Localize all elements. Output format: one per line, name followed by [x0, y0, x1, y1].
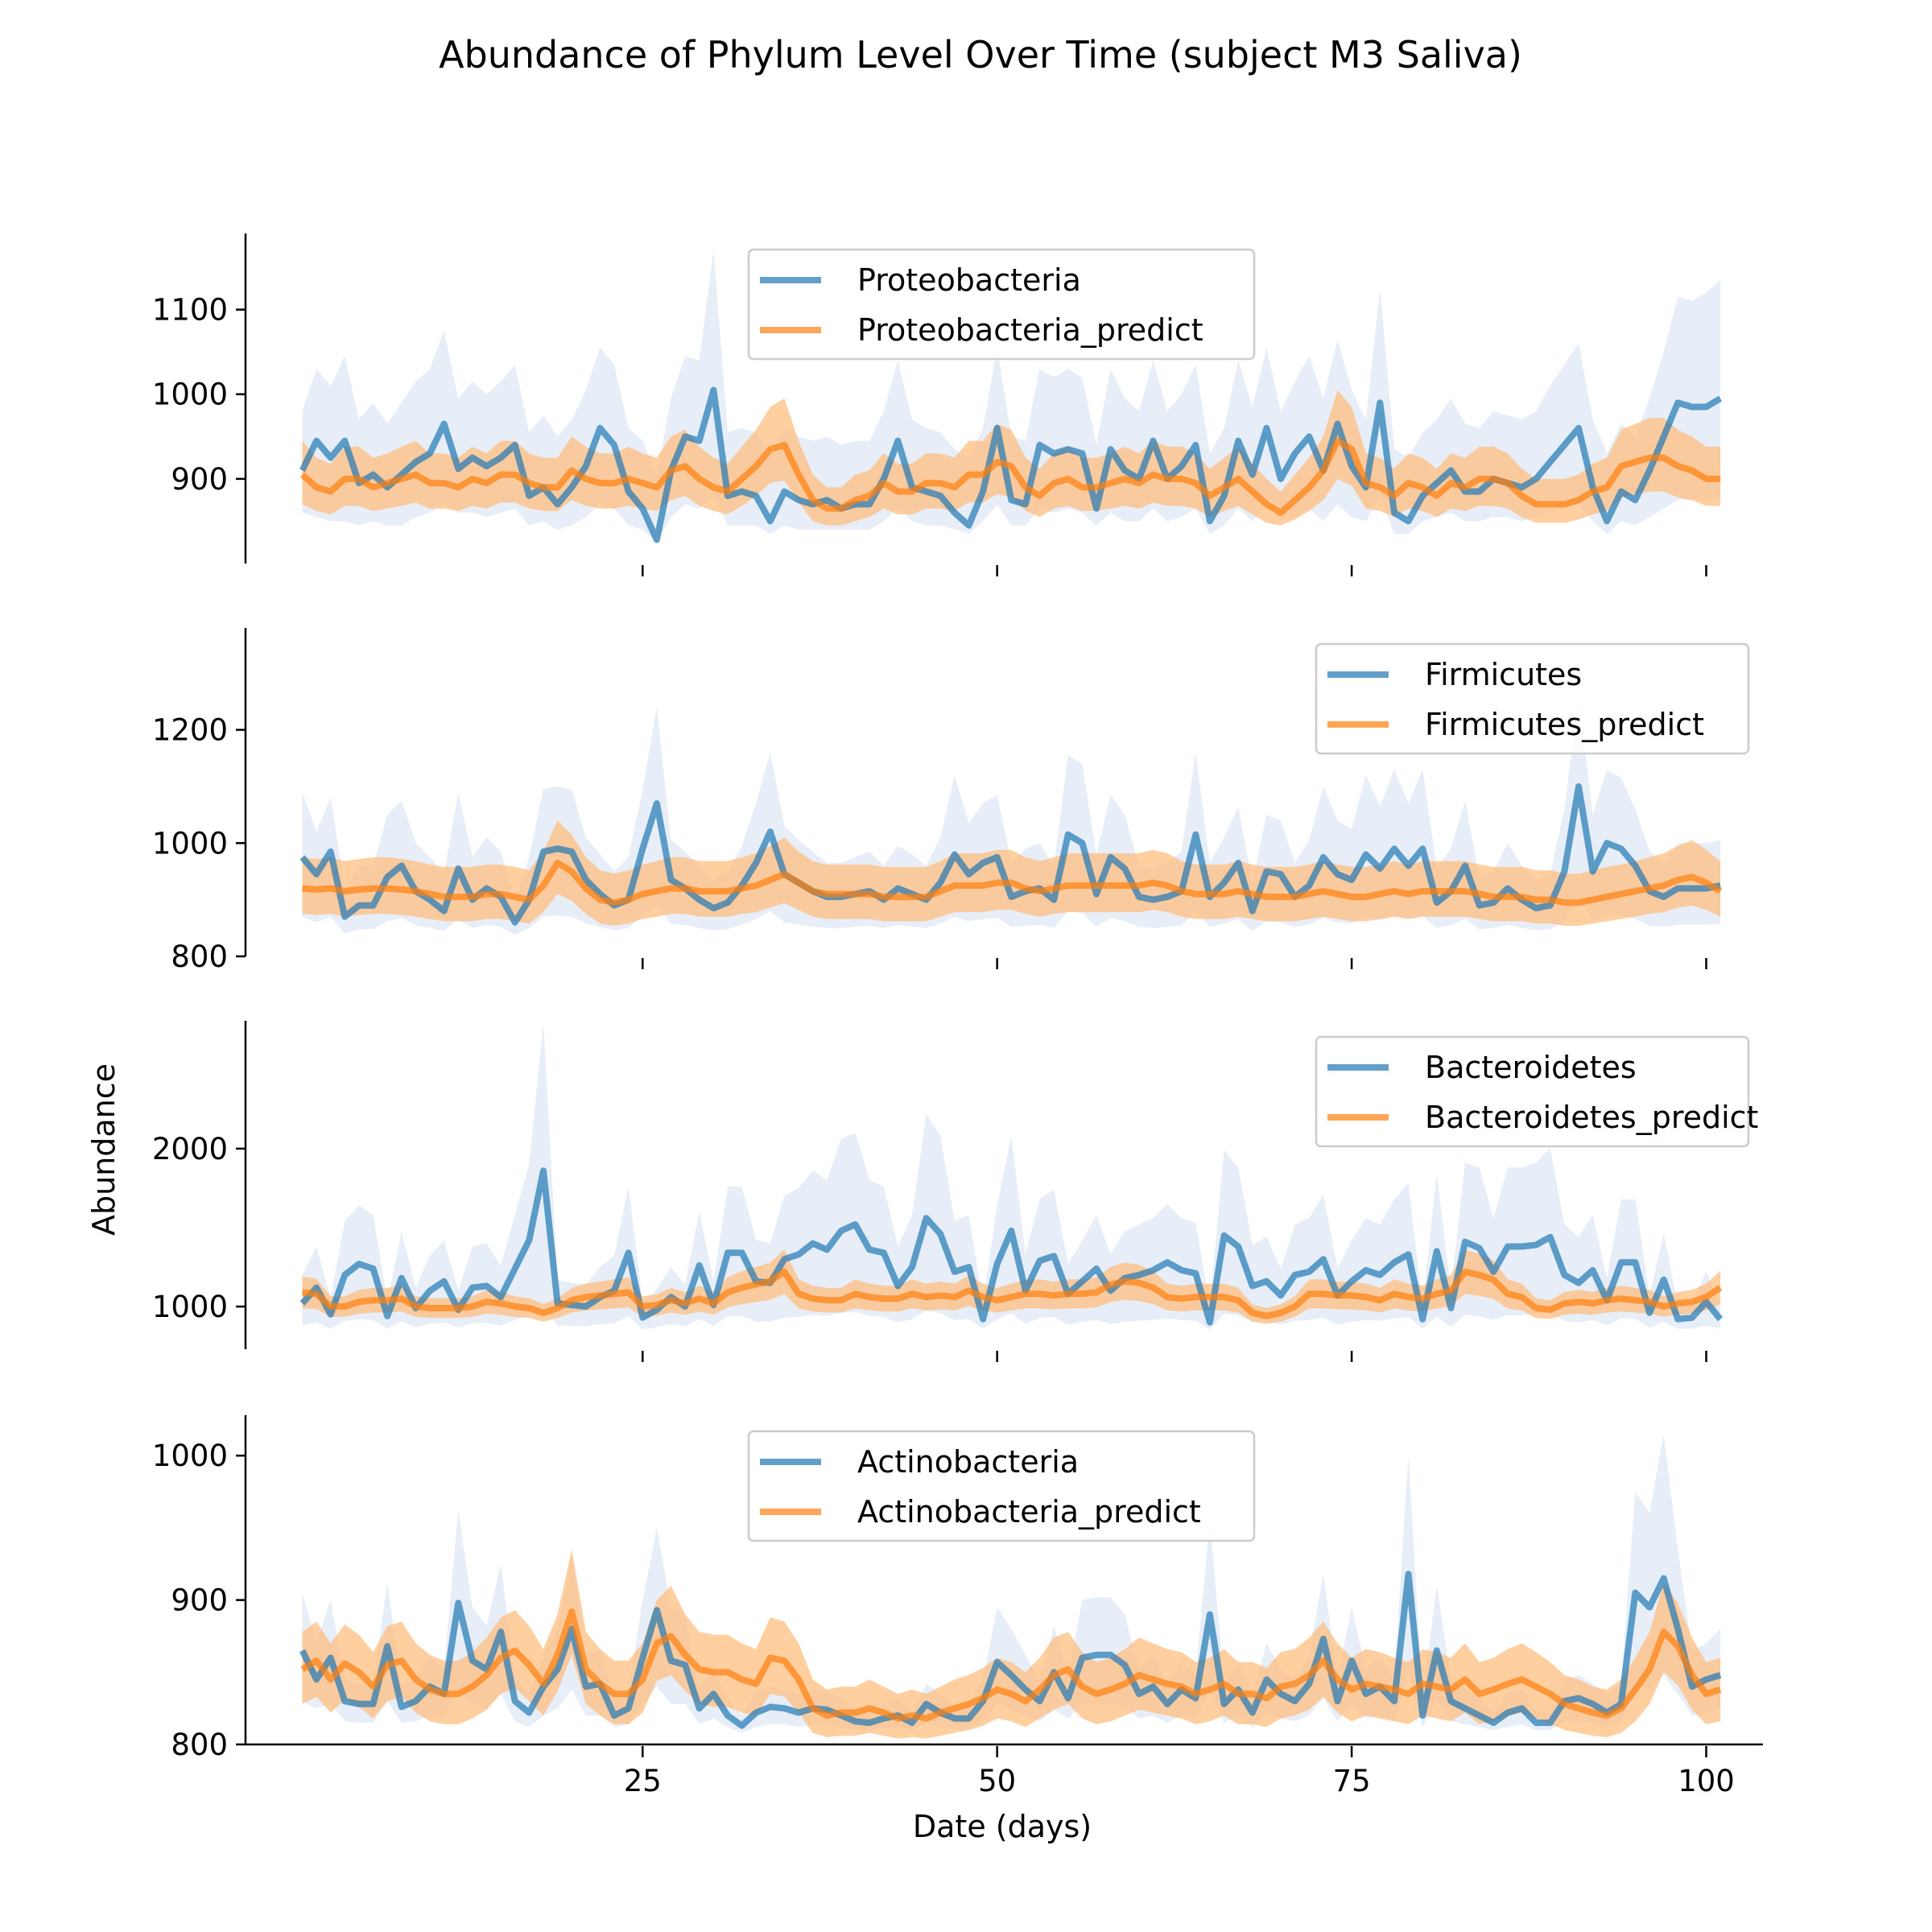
legend-frame	[747, 1430, 1256, 1542]
x-tick-label: 100	[1678, 1764, 1735, 1798]
x-tick-label: 50	[978, 1764, 1016, 1798]
legend-label: Proteobacteria	[857, 262, 1081, 298]
panel-3-actual-line	[299, 1167, 1724, 1326]
legend-label: Actinobacteria_predict	[857, 1494, 1201, 1530]
y-tick-label: 1000	[152, 1439, 228, 1473]
panel-4-legend: Actinobacteria Actinobacteria_predict	[747, 1430, 1256, 1542]
y-tick-label: 800	[171, 1728, 228, 1762]
panel-1-predict-line	[299, 437, 1721, 516]
x-tick-label: 25	[624, 1764, 662, 1798]
y-tick-label: 1000	[152, 1290, 228, 1324]
x-axis-label: Date (days)	[913, 1809, 1092, 1844]
legend-label: Proteobacteria_predict	[857, 312, 1203, 348]
panel-1-actual-line	[299, 386, 1723, 543]
legend-frame	[747, 248, 1256, 361]
legend-label: Actinobacteria	[857, 1444, 1079, 1480]
panels-group: 900 1000 1100 Proteobacteria Proteobacteria_…	[152, 233, 1763, 1798]
y-tick-label: 900	[171, 462, 228, 497]
panel-3-legend: Bacteroidetes Bacteroidetes_predict	[1315, 1035, 1758, 1148]
panel-2-actual-line	[299, 783, 1721, 926]
legend-frame	[1315, 642, 1750, 755]
legend-label: Firmicutes_predict	[1425, 707, 1704, 742]
panel-2-legend: Firmicutes Firmicutes_predict	[1315, 642, 1750, 755]
y-axis-label: Abundance	[86, 1063, 122, 1236]
panel-2-predict-line	[302, 859, 1723, 906]
y-tick-label: 1200	[152, 713, 228, 748]
chart-title: Abundance of Phylum Level Over Time (sub…	[439, 33, 1522, 76]
legend-label: Firmicutes	[1425, 657, 1582, 692]
x-tick-label: 75	[1333, 1764, 1371, 1798]
y-tick-label: 2000	[152, 1132, 228, 1166]
y-tick-label: 1000	[152, 826, 228, 861]
legend-label: Bacteroidetes_predict	[1425, 1100, 1758, 1135]
panel-4-predict-line	[300, 1608, 1722, 1722]
y-tick-label: 1100	[152, 293, 228, 328]
y-tick-label: 900	[171, 1583, 228, 1618]
panel-1-legend: Proteobacteria Proteobacteria_predict	[747, 248, 1256, 361]
y-tick-label: 1000	[152, 378, 228, 412]
panel-2: 800 1000 1200 Firmicutes Firmicutes_predict	[152, 628, 1750, 974]
panel-3-actual-band	[302, 1022, 1721, 1330]
legend-label: Bacteroidetes	[1425, 1050, 1637, 1085]
panel-1-predict-band	[302, 390, 1721, 526]
legend-frame	[1315, 1035, 1750, 1148]
panel-3: 1000 2000 Bacteroidetes Bacteroidetes_predi…	[152, 1021, 1758, 1362]
panel-3-predict-line	[302, 1268, 1723, 1319]
y-tick-label: 800	[171, 939, 228, 974]
panel-4-actual-line	[299, 1571, 1722, 1729]
panel-1: 900 1000 1100 Proteobacteria Proteobacteria_…	[152, 233, 1723, 576]
